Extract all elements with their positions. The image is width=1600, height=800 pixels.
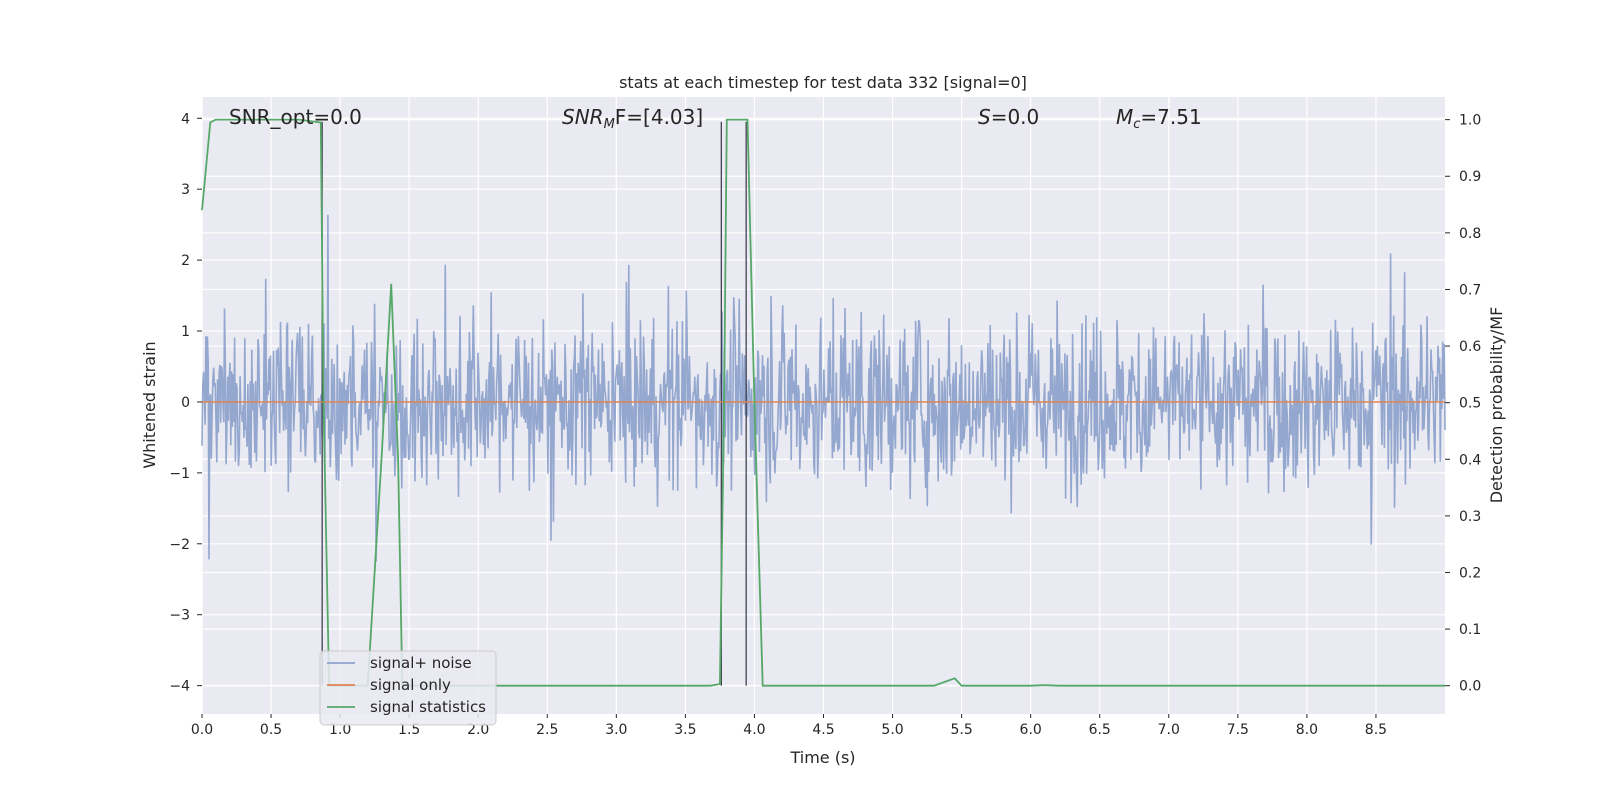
x-tick-label: 4.0 [743,722,765,738]
annotation-mc-sub: c [1133,117,1140,132]
y2-tick-label: 0.6 [1459,339,1481,355]
annotation-s-value: =0.0 [991,105,1040,129]
annotation-s-label: S [978,105,991,129]
y2-tick-label: 0.4 [1459,452,1481,468]
y-tick-label: −3 [169,608,190,624]
annotation-mc: Mc=7.51 [1116,105,1202,132]
legend: signal+ noise signal only signal statist… [319,650,497,726]
y2-tick-label: 0.0 [1459,679,1481,695]
annotation-snr-mf-sub: M [604,117,615,132]
annotation-snr-mf-base: SNR [562,105,604,129]
legend-label-signal-statistics: signal statistics [370,698,486,716]
x-tick-label: 1.0 [329,722,351,738]
series-signal-noise [201,214,1446,562]
chart-title: stats at each timestep for test data 332… [619,73,1027,92]
y-tick-label: 2 [181,253,190,269]
annotation-mc-label: M [1116,105,1133,129]
x-tick-label: 1.5 [398,722,420,738]
y2-axis-label: Detection probability/MF [1487,307,1506,504]
x-axis-label: Time (s) [789,748,855,767]
x-tick-label: 3.5 [674,722,696,738]
series-signal-statistics [201,118,1445,687]
y-tick-label: −2 [169,537,190,553]
y2-tick-label: 0.8 [1459,226,1481,242]
annotation-snr-mf: SNRMF=[4.03] [562,105,703,132]
y2-tick-label: 0.9 [1459,169,1481,185]
y2-tick-label: 0.5 [1459,396,1481,412]
y2-tick-label: 0.7 [1459,282,1481,298]
y2-tick-label: 0.3 [1459,509,1481,525]
y-tick-label: 4 [181,111,190,127]
x-tick-label: 6.5 [1089,722,1111,738]
y2-tick-label: 0.2 [1459,565,1481,581]
annotation-snr-opt: SNR_opt=0.0 [229,105,362,129]
x-tick-label: 0.0 [191,722,213,738]
x-tick-label: 2.5 [536,722,558,738]
x-tick-labels: 0.0 0.5 1.0 1.5 2.0 2.5 3.0 3.5 4.0 4.5 5.0 5.5 6.0 6… [191,714,1387,738]
x-tick-label: 8.0 [1296,722,1318,738]
x-tick-label: 4.5 [812,722,834,738]
y-tick-label: −4 [169,679,190,695]
legend-box [319,650,497,726]
y2-tick-label: 0.1 [1459,622,1481,638]
y-tick-label: 1 [181,324,190,340]
x-tick-label: 5.0 [881,722,903,738]
legend-label-signal-only: signal only [370,676,451,694]
x-tick-label: 8.5 [1365,722,1387,738]
y-tick-label: 0 [181,395,190,411]
x-tick-label: 6.0 [1020,722,1042,738]
x-tick-label: 2.0 [467,722,489,738]
y2-tick-labels: 1.0 0.9 0.8 0.7 0.6 0.5 0.4 0.3 0.2 0.1 0.0 [1445,113,1481,695]
y2-tick-label: 1.0 [1459,113,1481,129]
noise-trace [201,214,1446,562]
y-tick-labels: 4 3 2 1 0 −1 −2 −3 −4 [169,111,202,695]
y-tick-label: −1 [169,466,190,482]
legend-label-signal-noise: signal+ noise [370,654,472,672]
x-tick-label: 3.0 [605,722,627,738]
y-tick-label: 3 [181,182,190,198]
x-tick-label: 7.0 [1158,722,1180,738]
annotation-s: S=0.0 [978,105,1039,129]
x-tick-label: 5.5 [950,722,972,738]
annotation-snr-mf-rest: F=[4.03] [615,105,703,129]
y-axis-label: Whitened strain [140,341,159,468]
x-tick-label: 7.5 [1227,722,1249,738]
annotation-mc-value: =7.51 [1140,105,1201,129]
x-tick-label: 0.5 [260,722,282,738]
